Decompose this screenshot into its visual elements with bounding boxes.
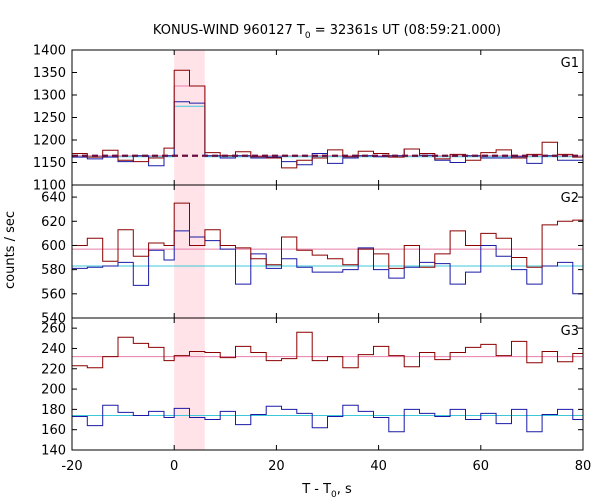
- y-tick-label: 600: [41, 239, 66, 254]
- plot-area: 1100115012001250130013501400G15405605806…: [33, 44, 591, 475]
- y-tick-label: 560: [41, 287, 66, 302]
- y-tick-label: 140: [41, 444, 66, 459]
- y-tick-label: 1100: [33, 179, 66, 194]
- fit-line-pink: [72, 85, 583, 157]
- y-tick-label: 220: [41, 362, 66, 377]
- x-axis-label: T - T0, s: [301, 482, 352, 500]
- panel-frame: [71, 317, 584, 451]
- y-tick-label: 180: [41, 403, 66, 418]
- x-tick-label: 0: [170, 459, 178, 474]
- series-blue-steps: [72, 230, 583, 295]
- y-tick-label: 620: [41, 215, 66, 230]
- panel-g3: 140 160 180 200 220 240 260 G3: [41, 317, 584, 459]
- panel-series-group: [72, 331, 583, 433]
- y-tick-label: 260: [41, 322, 66, 337]
- fit-line-cyan: [72, 105, 583, 158]
- series-red-steps: [72, 202, 583, 269]
- burst-interval-band: [174, 50, 205, 450]
- x-tick-label: 20: [268, 459, 285, 474]
- panel-label: G3: [561, 324, 579, 339]
- y-tick-label: 160: [41, 423, 66, 438]
- y-tick-label: 640: [41, 191, 66, 206]
- y-tick-label: 1350: [33, 66, 66, 81]
- panel-g1: 1100 1150 1200 1250 1300 1350 1400 G1: [33, 44, 584, 194]
- series-blue-steps: [72, 404, 583, 433]
- series-blue-steps: [72, 101, 583, 167]
- y-tick-label: 1400: [33, 44, 66, 59]
- panel-label: G1: [561, 56, 579, 71]
- y-tick-label: 240: [41, 342, 66, 357]
- chart-title: KONUS-WIND 960127 T0 = 32361s UT (08:59:…: [153, 23, 501, 41]
- panel-series-group: [72, 69, 583, 169]
- y-tick-label: 1300: [33, 89, 66, 104]
- y-tick-label: 1250: [33, 111, 66, 126]
- y-tick-label: 580: [41, 263, 66, 278]
- y-tick-label: 540: [41, 312, 66, 327]
- y-tick-label: 200: [41, 383, 66, 398]
- x-tick-label: 40: [370, 459, 387, 474]
- y-tick-label: 1150: [33, 156, 66, 171]
- x-tick-label: -20: [61, 459, 82, 474]
- x-tick-label: 60: [473, 459, 490, 474]
- panel-label: G2: [561, 191, 579, 206]
- x-tick-label: 80: [575, 459, 592, 474]
- series-red-steps: [72, 69, 583, 169]
- panel-g2: 540 560 580 600 620 640 G2: [41, 184, 584, 327]
- series-red-steps: [72, 331, 583, 369]
- y-axis-label: counts / sec: [3, 211, 18, 289]
- panel-series-group: [72, 202, 583, 295]
- y-tick-label: 1200: [33, 134, 66, 149]
